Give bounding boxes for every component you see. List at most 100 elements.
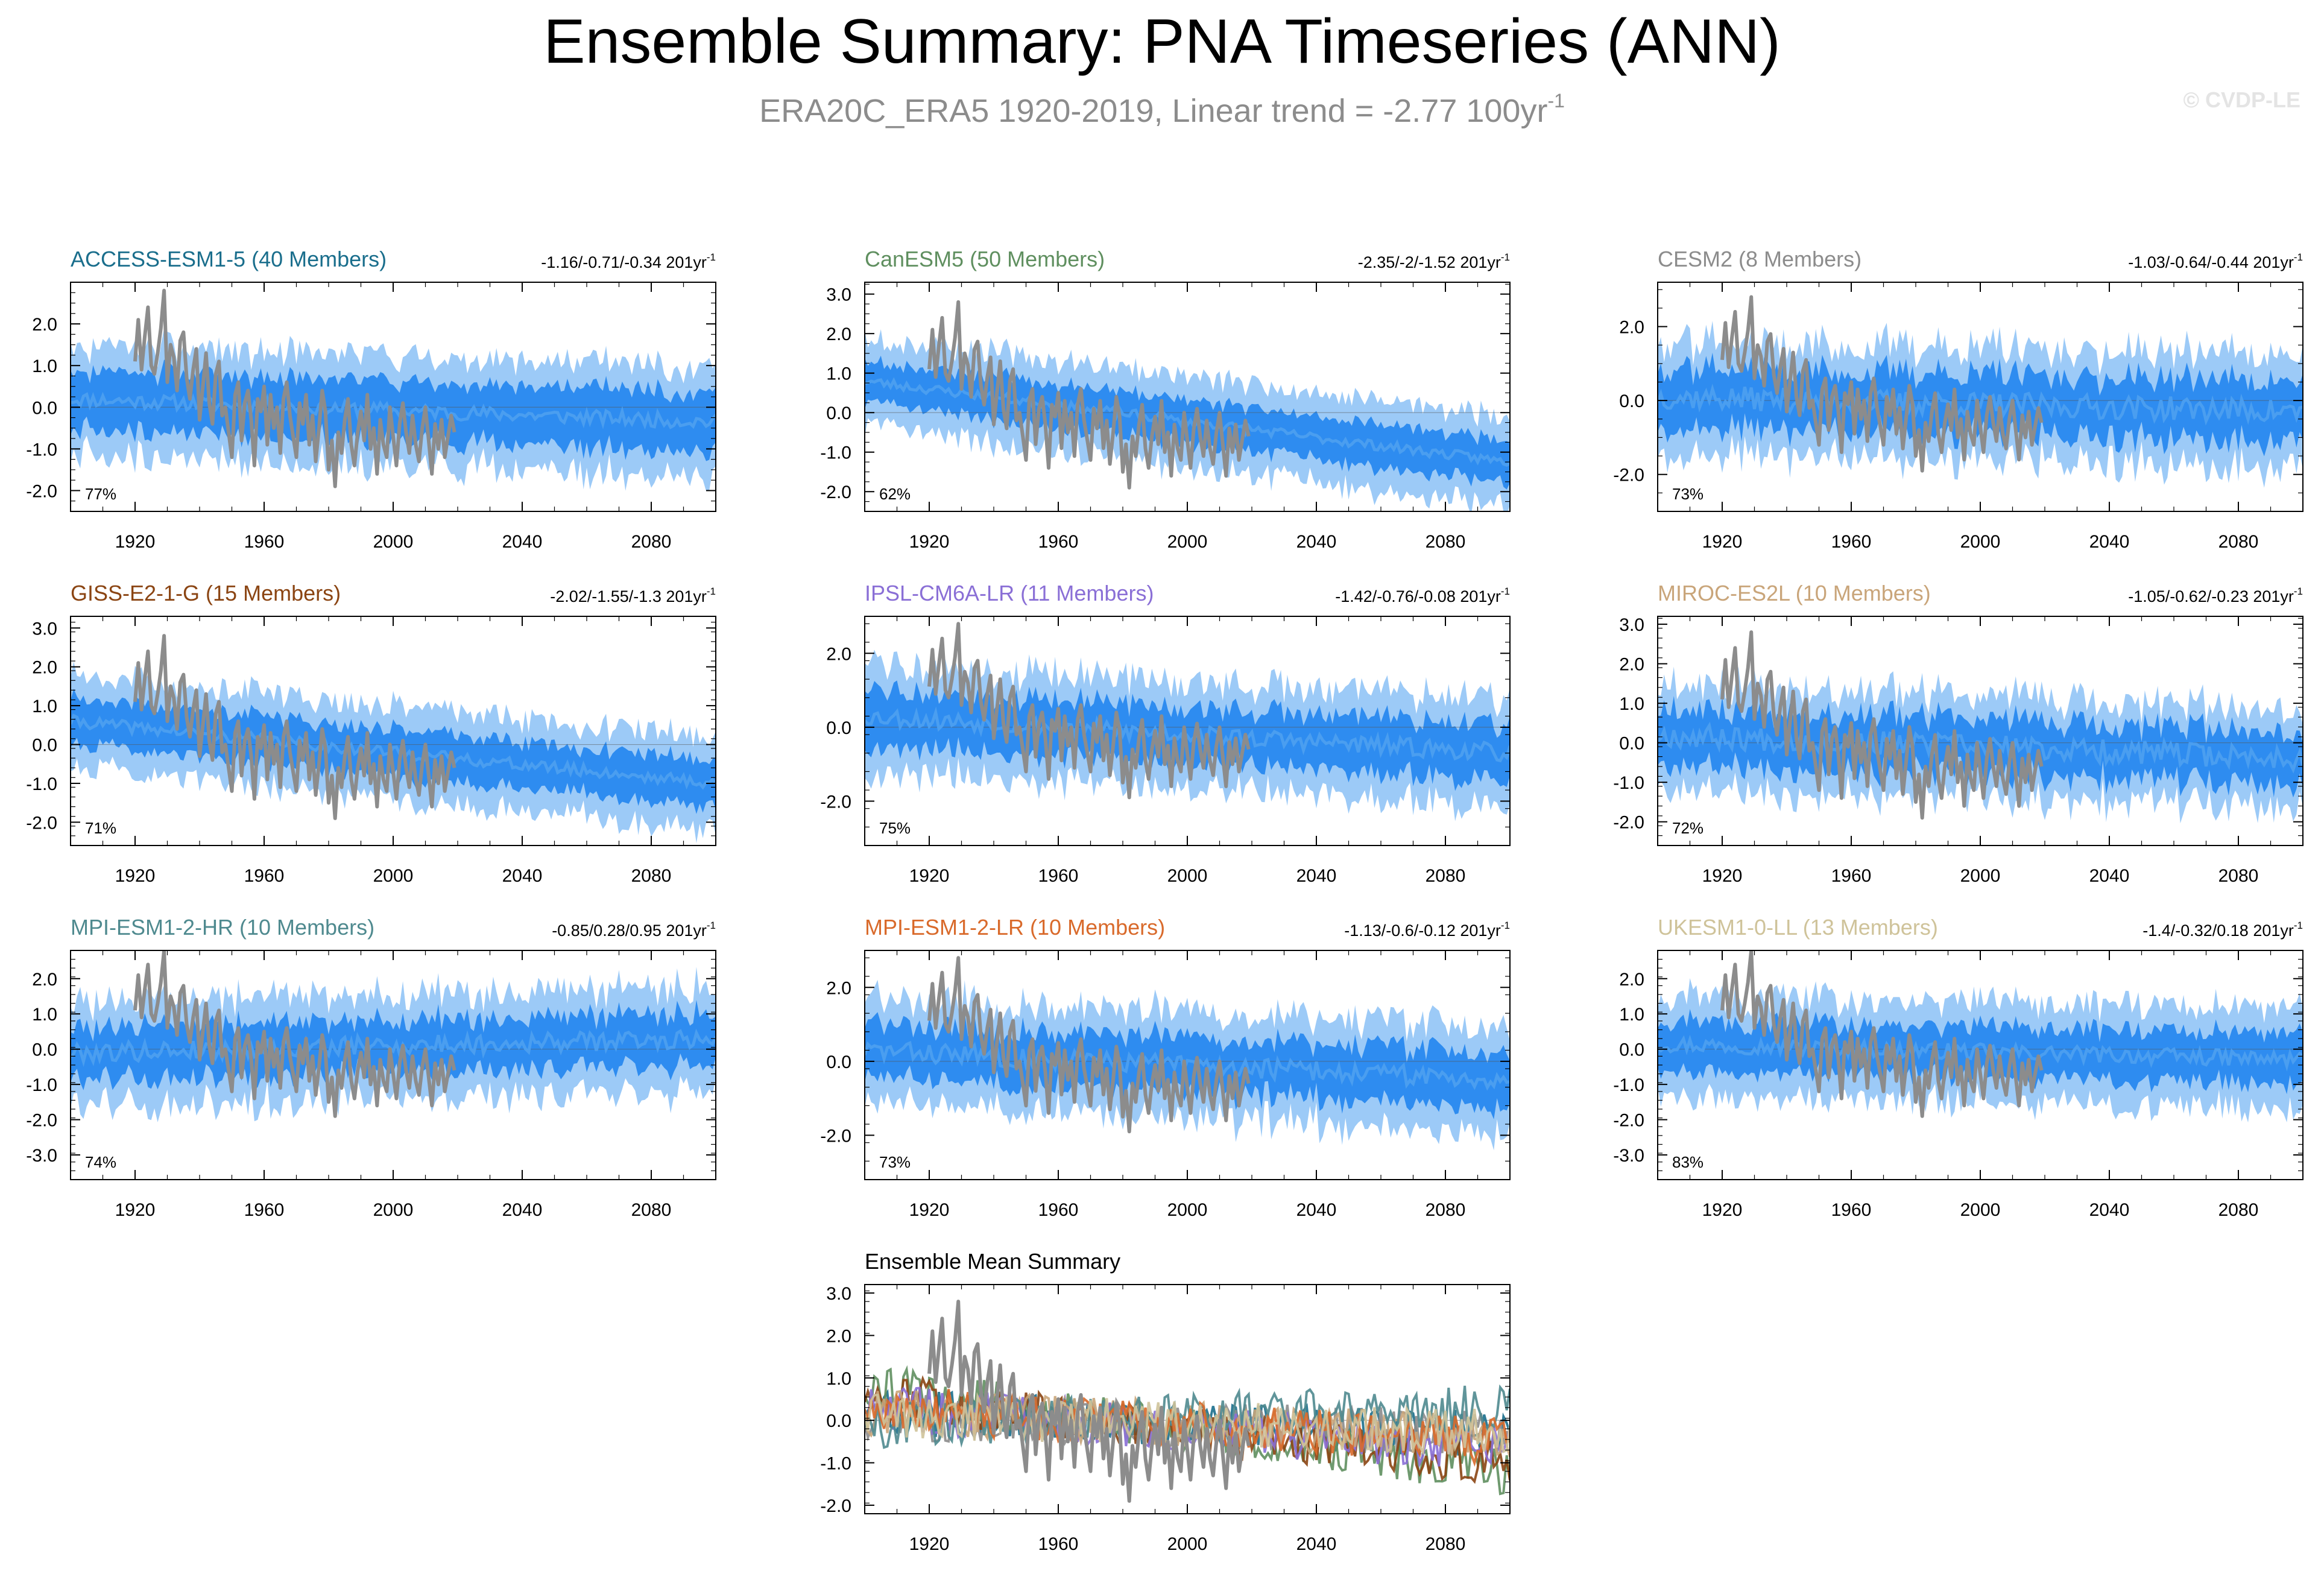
x-tick-label: 2040: [1296, 1200, 1337, 1220]
panel-access: ACCESS-ESM1-5 (40 Members) -1.16/-0.71/-0…: [26, 247, 716, 552]
panel-trend-superscript: -1: [1501, 586, 1510, 597]
ensemble-mean-line: [1658, 384, 2303, 426]
y-tick-label: 2.0: [32, 970, 57, 990]
y-tick-label: -2.0: [26, 1111, 57, 1131]
x-tick-label: 2000: [1167, 1534, 1208, 1554]
y-tick-label: 3.0: [1619, 615, 1644, 635]
panel-percentage: 73%: [1672, 485, 1704, 503]
y-tick-label: -1.0: [820, 443, 851, 463]
figure-subtitle: ERA20C_ERA5 1920-2019, Linear trend = -2…: [759, 90, 1565, 129]
observations-line: [133, 950, 456, 1118]
ensemble-mean-line: [1658, 1034, 2303, 1072]
y-tick-label: 2.0: [32, 658, 57, 678]
panel-plot-area: [71, 950, 716, 1122]
x-tick-label: 1960: [1038, 532, 1079, 552]
panel-percentage: 75%: [879, 819, 911, 837]
x-tick-label: 2000: [1167, 1200, 1208, 1220]
panel-mpihr: MPI-ESM1-2-HR (10 Members) -0.85/0.28/0.9…: [26, 915, 716, 1220]
spread-inner-band: [71, 688, 716, 814]
panel-trend: -1.13/-0.6/-0.12 201yr-1: [1344, 920, 1510, 940]
x-tick-label: 1920: [115, 1200, 156, 1220]
x-tick-label: 1960: [244, 532, 285, 552]
x-tick-label: 1920: [1702, 866, 1743, 886]
y-tick-label: 0.0: [826, 1052, 851, 1072]
y-tick-label: -2.0: [820, 482, 851, 502]
y-tick-label: -1.0: [1613, 1075, 1644, 1095]
observations-line: [133, 288, 456, 488]
y-tick-label: 3.0: [826, 1284, 851, 1304]
y-tick-label: -2.0: [26, 481, 57, 501]
panel-percentage: 62%: [879, 485, 911, 503]
panel-trend-superscript: -1: [2294, 586, 2303, 597]
x-tick-label: 2000: [373, 866, 414, 886]
panel-plot-area: [71, 288, 716, 492]
x-tick-label: 1960: [1038, 1200, 1079, 1220]
panel-ukesm: UKESM1-0-LL (13 Members) -1.4/-0.32/0.18 …: [1613, 915, 2303, 1220]
y-tick-label: 1.0: [32, 356, 57, 376]
x-tick-label: 2040: [502, 866, 543, 886]
panel-plot-area: [1658, 950, 2303, 1123]
x-tick-label: 2000: [1960, 866, 2001, 886]
panel-title: CanESM5 (50 Members): [865, 247, 1105, 271]
x-tick-label: 2080: [1426, 866, 1466, 886]
y-tick-label: -1.0: [26, 774, 57, 794]
panel-percentage: 77%: [85, 485, 116, 503]
panel-trend-superscript: -1: [2294, 251, 2303, 263]
subtitle-text: ERA20C_ERA5 1920-2019, Linear trend = -2…: [759, 93, 1547, 129]
x-tick-label: 2080: [1426, 1200, 1466, 1220]
y-tick-label: 1.0: [32, 697, 57, 716]
x-tick-label: 2040: [1296, 866, 1337, 886]
y-tick-label: -2.0: [820, 1126, 851, 1146]
y-tick-label: 2.0: [1619, 318, 1644, 338]
y-tick-label: 0.0: [1619, 734, 1644, 754]
panel-trend-text: -1.05/-0.62/-0.23 201yr: [2128, 587, 2294, 605]
panel-plot-area: [71, 634, 716, 843]
x-tick-label: 2080: [2218, 1200, 2259, 1220]
y-tick-label: 2.0: [826, 644, 851, 664]
x-tick-label: 1920: [1702, 1200, 1743, 1220]
x-tick-label: 2000: [1167, 866, 1208, 886]
observations-line: [133, 634, 456, 820]
y-tick-label: 2.0: [1619, 655, 1644, 675]
x-tick-label: 2040: [1296, 532, 1337, 552]
x-tick-label: 1960: [244, 866, 285, 886]
observations-line: [927, 300, 1251, 490]
y-tick-label: -2.0: [26, 813, 57, 833]
panel-trend: -0.85/0.28/0.95 201yr-1: [552, 920, 716, 940]
panel-trend-text: -1.42/-0.76/-0.08 201yr: [1335, 587, 1501, 605]
panel-trend: -2.35/-2/-1.52 201yr-1: [1358, 251, 1510, 271]
panel-plot-area: [865, 622, 1510, 821]
panel-percentage: 74%: [85, 1153, 116, 1171]
spread-inner-band: [1658, 1009, 2303, 1095]
panel-title: IPSL-CM6A-LR (11 Members): [865, 581, 1154, 605]
x-tick-label: 1920: [909, 1200, 950, 1220]
x-tick-label: 2080: [2218, 532, 2259, 552]
y-tick-label: -2.0: [1613, 1111, 1644, 1131]
observations-line: [927, 956, 1251, 1134]
subtitle-superscript: -1: [1547, 90, 1564, 112]
panel-trend-superscript: -1: [2294, 920, 2303, 931]
panel-percentage: 83%: [1672, 1153, 1704, 1171]
panel-trend: -1.05/-0.62/-0.23 201yr-1: [2128, 586, 2303, 605]
y-tick-label: -1.0: [1613, 773, 1644, 793]
y-tick-label: 2.0: [826, 978, 851, 998]
panel-trend-text: -1.03/-0.64/-0.44 201yr: [2128, 253, 2294, 271]
y-tick-label: -2.0: [820, 792, 851, 812]
x-tick-label: 1920: [909, 1534, 950, 1554]
x-tick-label: 1960: [1038, 1534, 1079, 1554]
panel-title: ACCESS-ESM1-5 (40 Members): [71, 247, 387, 271]
x-tick-label: 2000: [1960, 532, 2001, 552]
x-tick-label: 2040: [2089, 532, 2130, 552]
panel-title: CESM2 (8 Members): [1658, 247, 1861, 271]
panel-trend-text: -2.35/-2/-1.52 201yr: [1358, 253, 1501, 271]
x-tick-label: 2000: [1167, 532, 1208, 552]
ensemble-mean-line: [865, 706, 1510, 763]
y-tick-label: 0.0: [32, 398, 57, 418]
y-tick-label: 2.0: [32, 315, 57, 335]
panel-percentage: 72%: [1672, 819, 1704, 837]
y-tick-label: -2.0: [1613, 466, 1644, 485]
panel-percentage: 71%: [85, 819, 116, 837]
panel-title: MPI-ESM1-2-HR (10 Members): [71, 915, 374, 940]
observations-line: [1720, 295, 2044, 473]
